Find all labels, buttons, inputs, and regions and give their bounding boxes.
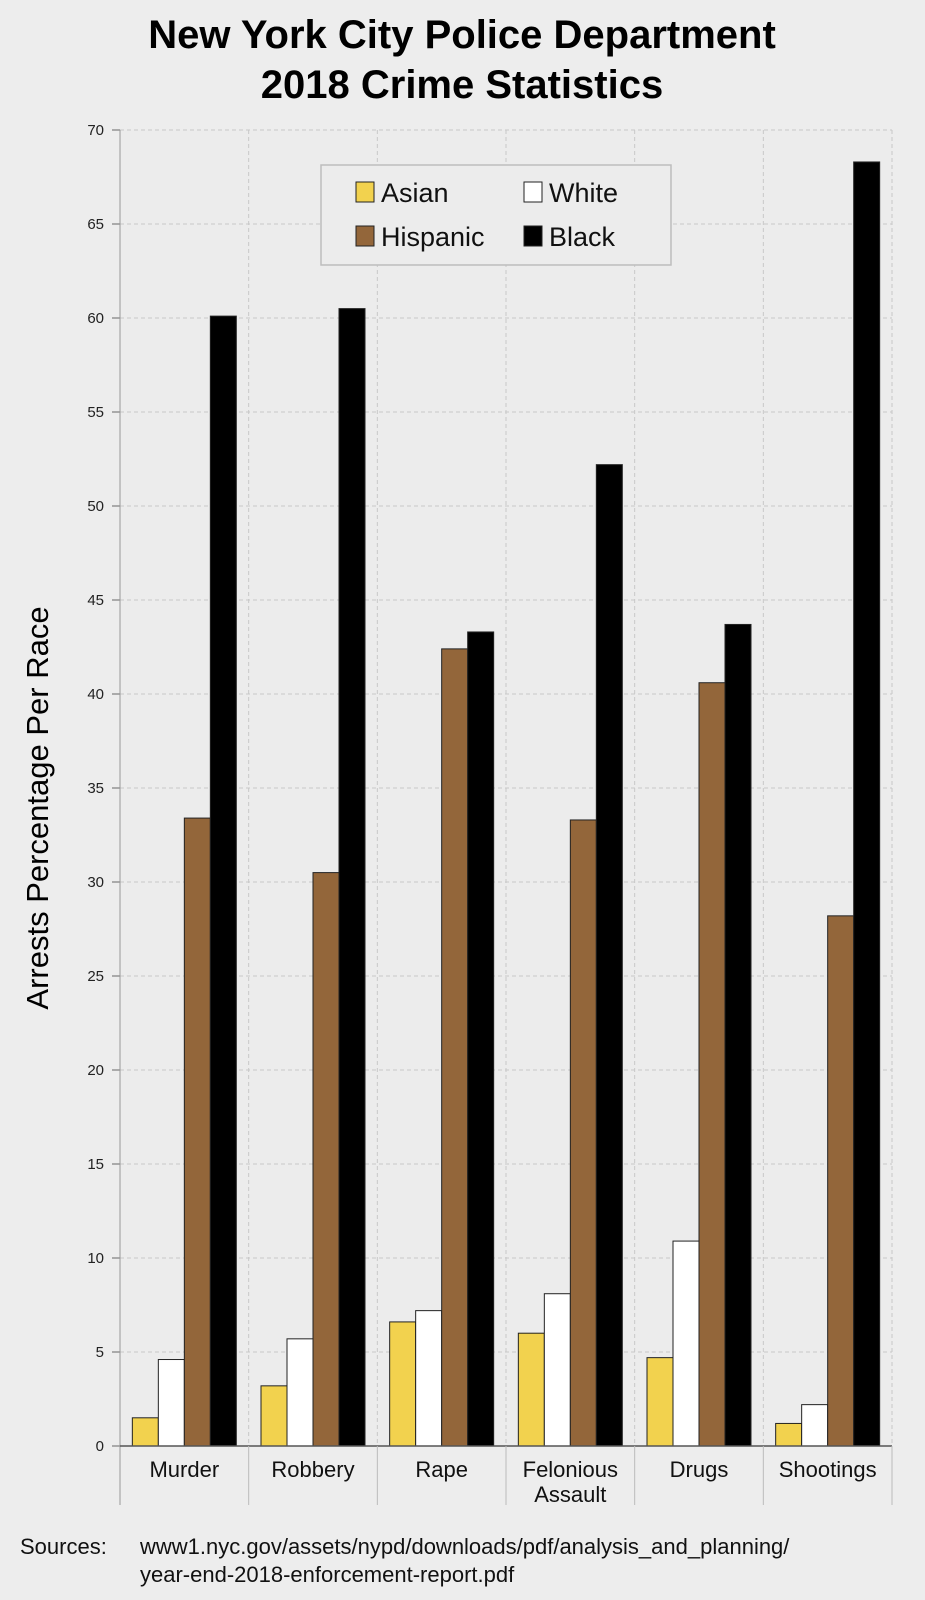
bar-white-2 (415, 1310, 443, 1447)
bar-black-1 (338, 308, 366, 1447)
bar-hispanic-4 (698, 682, 726, 1447)
y-tick-label-55: 55 (87, 404, 104, 421)
title-line-1: 2018 Crime Statistics (261, 63, 663, 107)
y-axis-label: Arrests Percentage Per Race (20, 606, 55, 1009)
bar-hispanic-0 (183, 817, 211, 1447)
bar-asian-1 (260, 1385, 288, 1447)
y-tick-label-70: 70 (87, 122, 104, 139)
x-tick-label-1-0: Robbery (271, 1457, 354, 1482)
bar-asian-5 (775, 1422, 803, 1447)
bar-white-4 (672, 1240, 700, 1447)
legend-label-black: Black (549, 222, 616, 252)
y-tick-label-25: 25 (87, 968, 104, 985)
y-tick-label-30: 30 (87, 874, 104, 891)
y-tick-label-0: 0 (96, 1438, 104, 1455)
bar-asian-3 (517, 1332, 545, 1447)
bar-white-3 (543, 1293, 571, 1447)
bar-hispanic-2 (441, 648, 469, 1447)
axes (119, 130, 893, 1505)
y-tick-label-60: 60 (87, 310, 104, 327)
y-tick-label-20: 20 (87, 1062, 104, 1079)
bar-white-0 (157, 1359, 185, 1447)
sources-line-1: year-end-2018-enforcement-report.pdf (140, 1562, 515, 1587)
legend-box (320, 164, 672, 266)
legend: Asian White Hispanic Black (320, 164, 672, 266)
bar-black-2 (467, 631, 495, 1447)
legend-swatch-hispanic (355, 225, 375, 247)
y-tick-label-5: 5 (96, 1344, 104, 1361)
title-line-0: New York City Police Department (148, 13, 776, 57)
bar-hispanic-5 (827, 915, 855, 1447)
legend-swatch-white (523, 181, 543, 203)
bar-black-3 (595, 464, 623, 1447)
legend-label-white: White (549, 178, 618, 208)
y-tick-label-35: 35 (87, 780, 104, 797)
y-tick-label-50: 50 (87, 498, 104, 515)
sources-line-0: www1.nyc.gov/assets/nypd/downloads/pdf/a… (139, 1534, 790, 1559)
bar-black-0 (209, 315, 237, 1447)
y-tick-label-65: 65 (87, 216, 104, 233)
legend-label-asian: Asian (381, 178, 449, 208)
bar-white-1 (286, 1338, 314, 1447)
bar-asian-0 (131, 1417, 159, 1447)
legend-label-hispanic: Hispanic (381, 222, 485, 252)
y-tick-label-15: 15 (87, 1156, 104, 1173)
y-axis-ticks: 0 5 10 15 20 25 30 35 40 45 50 55 60 65 70 (87, 122, 120, 1455)
y-tick-label-40: 40 (87, 686, 104, 703)
bar-black-5 (853, 161, 881, 1447)
y-tick-label-10: 10 (87, 1250, 104, 1267)
y-tick-label-45: 45 (87, 592, 104, 609)
chart-title: New York City Police Department 2018 Crim… (148, 13, 776, 107)
bar-black-4 (724, 623, 752, 1447)
legend-swatch-black (523, 225, 543, 247)
legend-swatch-asian (355, 181, 375, 203)
sources-note: Sources: www1.nyc.gov/assets/nypd/downloa… (20, 1534, 790, 1587)
sources-label: Sources: (20, 1534, 107, 1559)
x-tick-label-4-0: Drugs (670, 1457, 729, 1482)
bar-hispanic-1 (312, 872, 340, 1447)
bar-asian-4 (646, 1357, 674, 1447)
bar-asian-2 (389, 1321, 417, 1447)
bars (131, 161, 881, 1447)
bar-white-5 (801, 1404, 829, 1447)
x-tick-label-3-1: Assault (534, 1482, 606, 1507)
bar-hispanic-3 (569, 819, 597, 1447)
x-tick-label-2-0: Rape (415, 1457, 468, 1482)
x-tick-label-0-0: Murder (149, 1457, 219, 1482)
x-tick-label-5-0: Shootings (779, 1457, 877, 1482)
x-tick-label-3-0: Felonious (523, 1457, 618, 1482)
